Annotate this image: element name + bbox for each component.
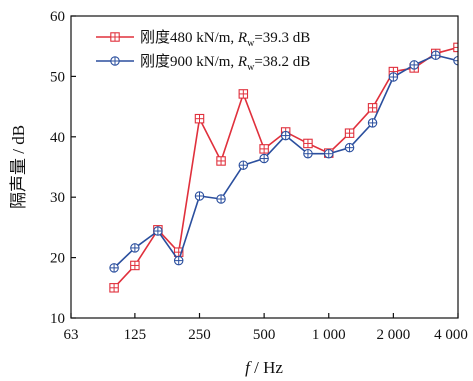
series-2 — [109, 50, 458, 273]
series-2-point — [153, 226, 163, 236]
legend-label-var: R — [237, 30, 247, 46]
legend-label-suffix: =39.3 dB — [254, 30, 310, 46]
legend-label-suffix: =38.2 dB — [254, 54, 310, 70]
series-2-line — [113, 54, 458, 269]
series-1-point — [259, 144, 269, 154]
legend-label-var: R — [237, 54, 247, 70]
series-1-point — [303, 138, 313, 149]
series-2-point — [388, 72, 399, 82]
series-2-point — [303, 148, 313, 159]
series-1-point — [109, 283, 119, 293]
x-tick-label: 63 — [64, 327, 79, 343]
x-axis-unit: / Hz — [250, 358, 284, 377]
series-1-point — [130, 260, 140, 271]
legend-label: 刚度480 kN/m, Rw=39.3 dB — [140, 29, 310, 49]
x-tick-label: 2 000 — [377, 327, 411, 343]
legend-swatch-marker — [110, 32, 120, 42]
legend-entry-2: 刚度900 kN/m, Rw=38.2 dB — [96, 53, 310, 73]
x-tick-label: 250 — [188, 327, 211, 343]
series-1-point — [216, 156, 226, 166]
series-2-point — [367, 118, 378, 128]
x-tick-label: 125 — [124, 327, 147, 343]
x-tick-label: 4 000 — [434, 327, 468, 343]
legend-swatch-marker — [110, 56, 120, 66]
legend-entry-1: 刚度480 kN/m, Rw=39.3 dB — [96, 29, 310, 49]
series-2-point — [194, 191, 205, 201]
legend-label-sub: w — [247, 38, 255, 49]
series-2-point — [130, 243, 140, 253]
y-tick-label: 60 — [50, 9, 65, 25]
series-2-point — [259, 153, 269, 164]
series-1-point — [238, 89, 249, 99]
y-axis-title: 隔声量 / dB — [9, 125, 28, 209]
y-tick-label: 40 — [50, 130, 65, 146]
legend-label-prefix: 刚度900 kN/m, — [140, 53, 238, 70]
legend-label-sub: w — [247, 62, 255, 73]
legend-label: 刚度900 kN/m, Rw=38.2 dB — [140, 53, 310, 73]
series-1 — [109, 42, 458, 293]
series-2-point — [109, 263, 119, 273]
series-2-point — [344, 142, 355, 153]
x-tick-label: 500 — [253, 327, 276, 343]
y-tick-label: 50 — [50, 69, 65, 85]
series-2-point — [238, 160, 249, 170]
series-1-point — [194, 113, 205, 124]
series-2-point — [173, 255, 184, 266]
x-axis-title: f / Hz — [245, 358, 283, 377]
x-axis-variable: f — [245, 358, 252, 377]
series-2-point — [430, 50, 441, 61]
x-tick-label: 1 000 — [312, 327, 346, 343]
series-2-point — [216, 194, 226, 204]
series-1-line — [113, 46, 458, 289]
series-1-point — [367, 103, 378, 113]
y-tick-label: 10 — [50, 311, 65, 327]
series-2-point — [409, 60, 419, 70]
y-tick-label: 30 — [50, 190, 65, 206]
series-2-point — [280, 130, 291, 141]
y-tick-label: 20 — [50, 251, 65, 267]
series-2-point — [324, 148, 334, 159]
series-1-point — [344, 128, 355, 138]
legend-label-prefix: 刚度480 kN/m, — [140, 29, 238, 46]
